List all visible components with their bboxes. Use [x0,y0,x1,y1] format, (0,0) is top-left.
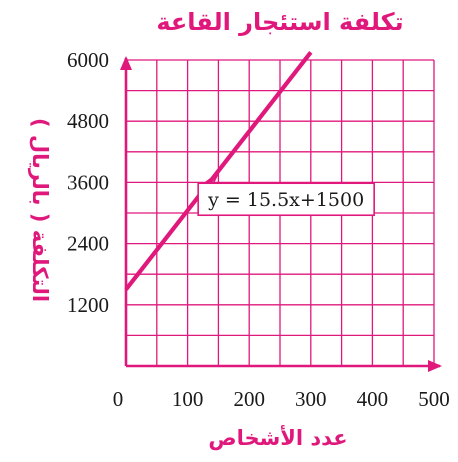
y-tick-label: 3600 [67,170,109,194]
y-tick-label: 2400 [67,232,109,256]
series [124,51,313,291]
cost-line [124,51,313,291]
x-axis-tick-labels: 0 100 200 300 400 500 [113,387,450,411]
x-tick-label: 400 [357,387,389,411]
y-tick-label: 4800 [67,109,109,133]
y-axis-title: التكلفة ( بالريال ) [28,118,52,302]
x-axis-title: عدد الأشخاص [208,424,347,450]
y-axis-arrow [120,56,132,70]
x-tick-label: 200 [233,387,265,411]
axes [120,56,442,372]
x-axis-arrow [428,360,442,372]
y-tick-label: 1200 [67,293,109,317]
y-tick-label: 6000 [67,48,109,72]
x-tick-label: 0 [113,387,124,411]
equation-annotation: y = 15.5x+1500 [197,172,375,217]
equation-label-box [197,182,375,217]
x-tick-label: 300 [295,387,327,411]
equation-label: y = 15.5x+1500 [207,189,364,211]
x-tick-label: 100 [172,387,204,411]
y-axis-tick-labels: 1200 2400 3600 4800 6000 [67,48,109,317]
chart-title: تكلفة استئجار القاعة [156,8,403,36]
x-tick-label: 500 [418,387,450,411]
grid [126,59,435,366]
